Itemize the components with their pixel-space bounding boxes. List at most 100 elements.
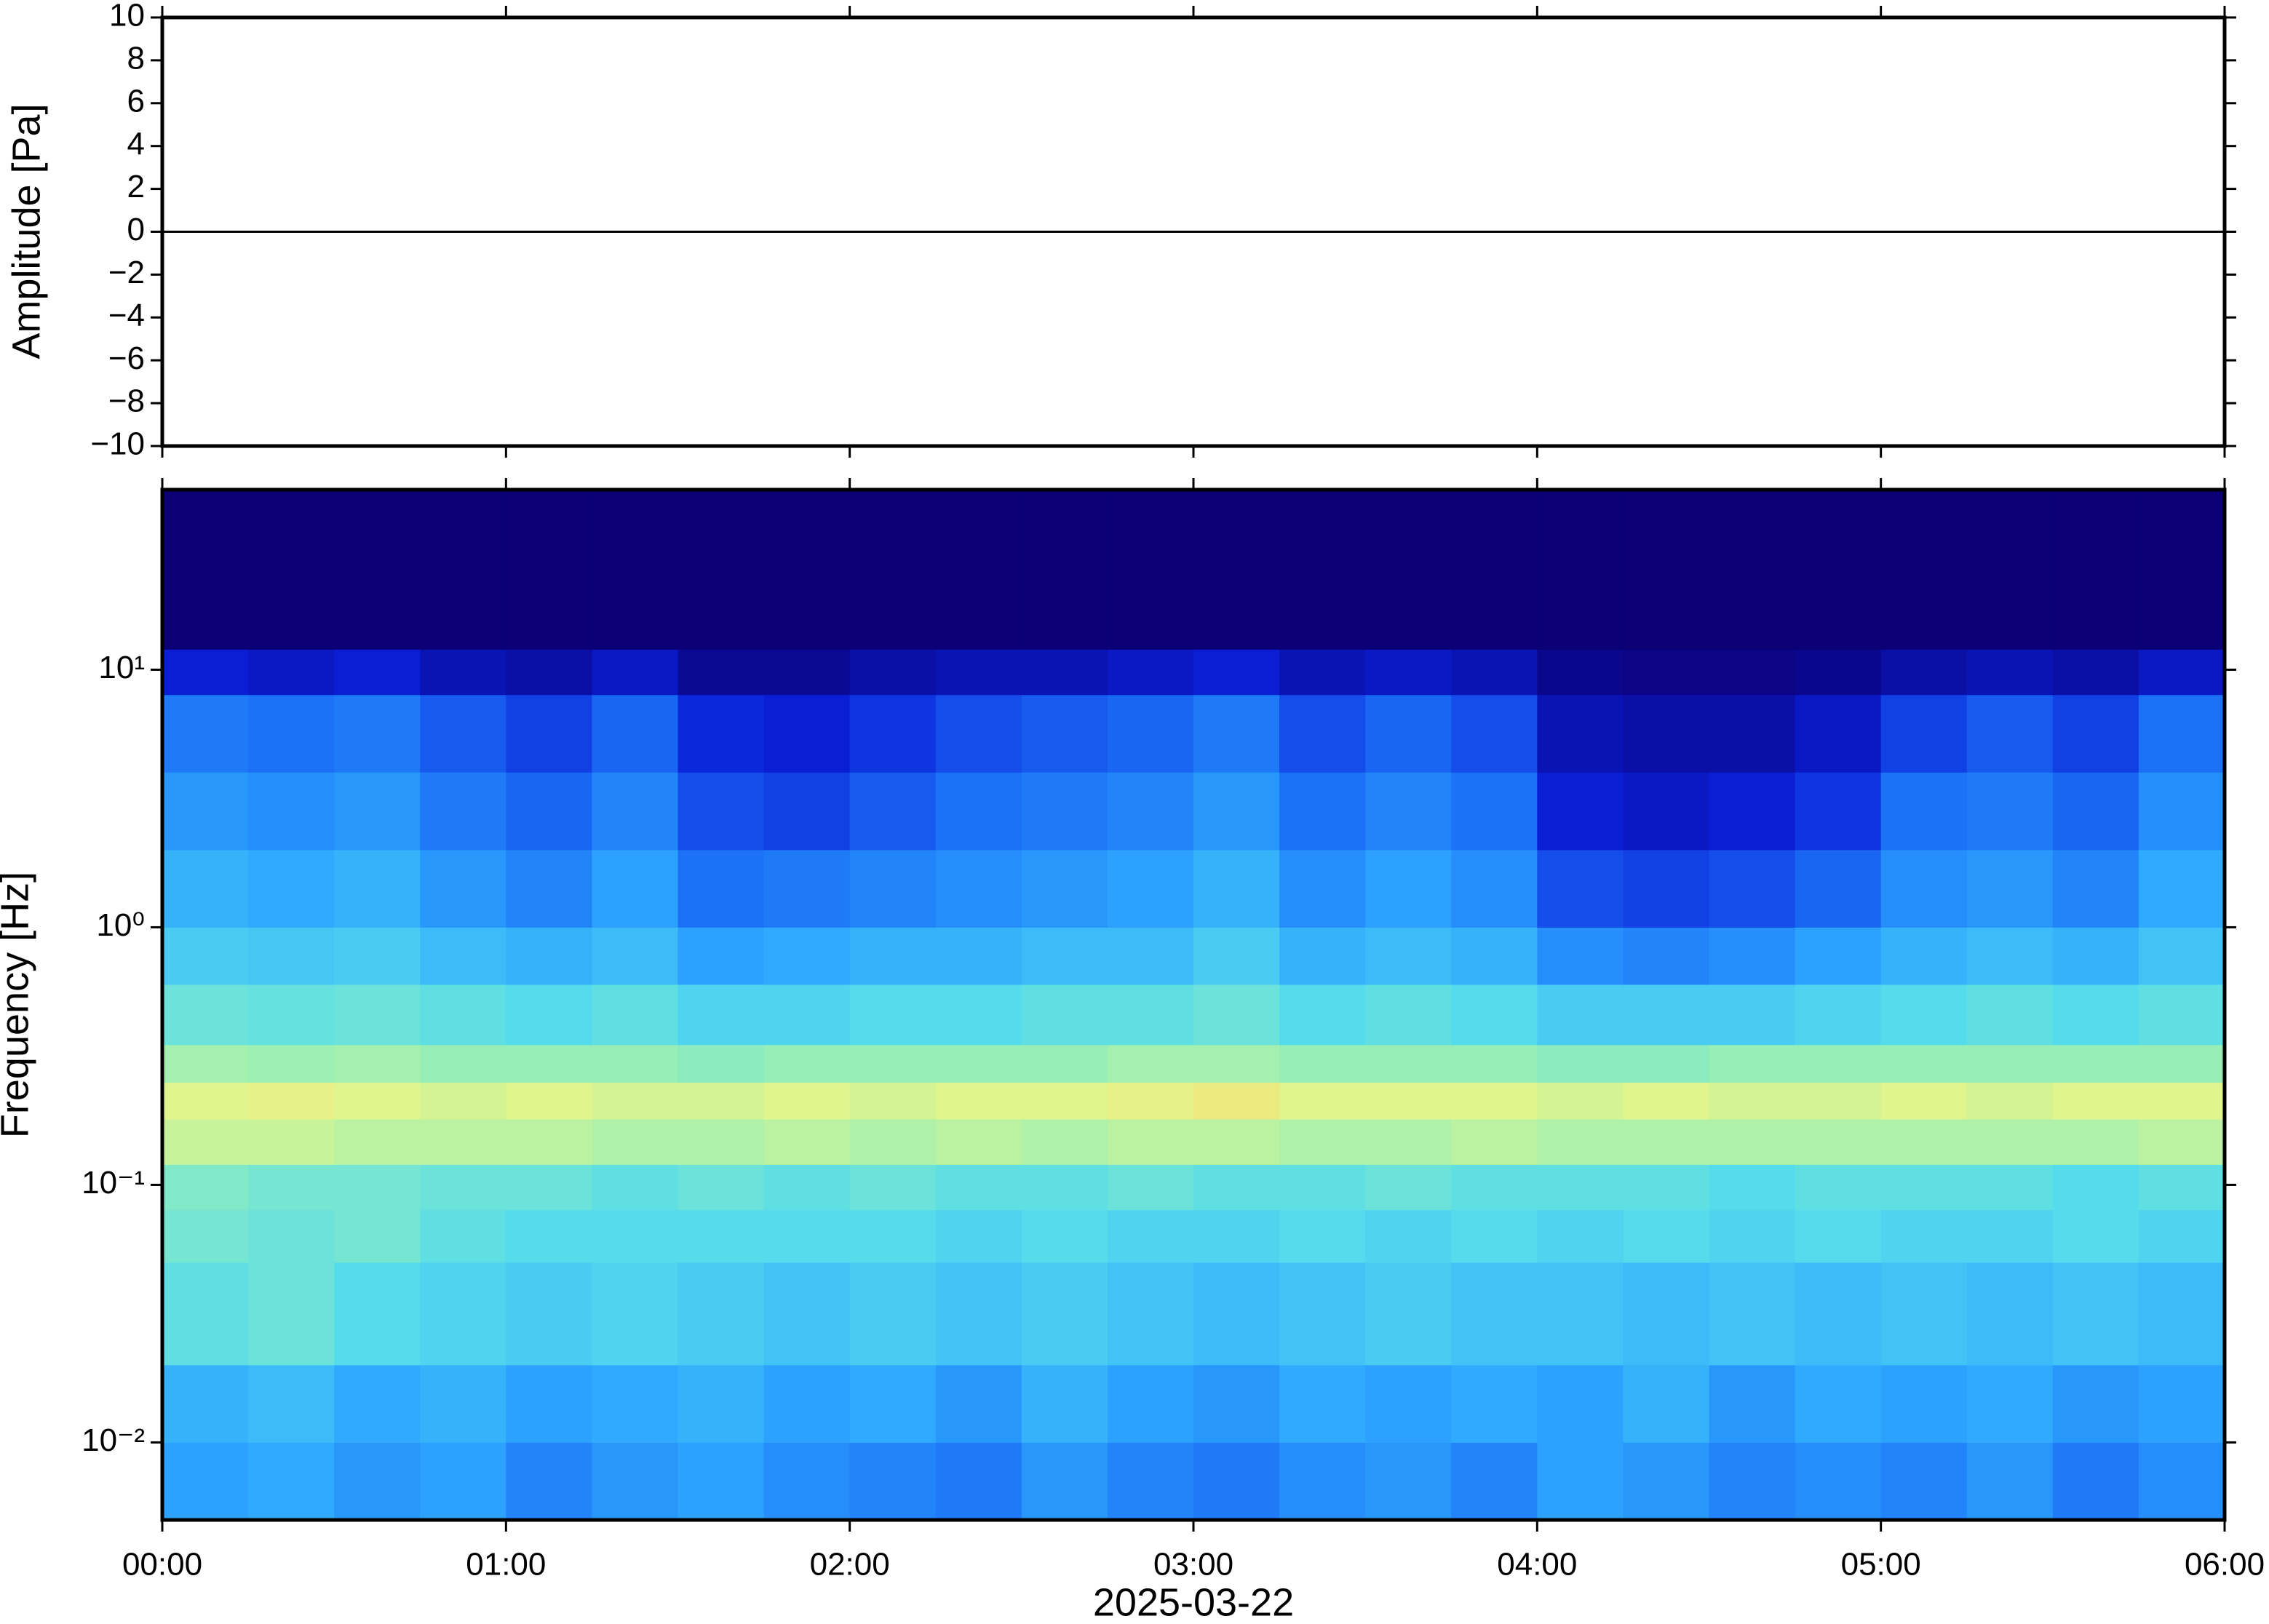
spectrogram-cell xyxy=(1365,772,1452,851)
spectrogram-cell xyxy=(506,694,592,773)
spectrogram-cell xyxy=(763,772,851,851)
spectrogram-cell xyxy=(1279,927,1366,985)
spectrogram-cell xyxy=(592,772,678,851)
spectrogram-cell xyxy=(1709,1262,1796,1366)
spectrogram-cell xyxy=(849,649,937,696)
spectrogram-cell xyxy=(1966,927,2054,985)
spectrogram-cell xyxy=(1623,1082,1709,1120)
spectrogram-cell xyxy=(849,1044,937,1083)
spectrogram-cell xyxy=(1451,1262,1538,1366)
spectrogram-cell xyxy=(677,927,765,985)
spectrogram-cell xyxy=(935,849,1022,928)
spectrogram-cell xyxy=(2052,1262,2139,1366)
spectrogram-cell xyxy=(1021,1364,1108,1443)
spectrogram-cell xyxy=(1709,984,1796,1046)
spectrogram-cell xyxy=(592,927,678,985)
spectrogram-cell xyxy=(935,984,1022,1046)
spectrogram-cell xyxy=(763,1209,851,1263)
spectrogram-cell xyxy=(935,694,1022,773)
spectrogram-cell xyxy=(1107,1364,1194,1443)
spectrogram-cell xyxy=(2052,984,2139,1046)
spectrogram-cell xyxy=(1193,490,1280,650)
spectrogram-cell xyxy=(1193,772,1280,851)
spectrogram-cell xyxy=(2052,649,2139,696)
spectrogram-cell xyxy=(1107,849,1194,928)
spectrogram-cell xyxy=(334,927,421,985)
spectrogram-cell xyxy=(1451,849,1538,928)
y-tick-label: 10¹ xyxy=(98,650,145,685)
spectrogram-cell xyxy=(1193,1082,1280,1120)
spectrogram-cell xyxy=(420,1364,506,1443)
spectrogram-cell xyxy=(506,984,592,1046)
spectrogram-cell xyxy=(1107,649,1194,696)
y-tick-label: −2 xyxy=(108,255,145,290)
spectrogram-cell xyxy=(1795,649,1882,696)
spectrogram-cell xyxy=(849,849,937,928)
spectrogram-cell xyxy=(506,1164,592,1211)
spectrogram-cell xyxy=(2138,1442,2225,1521)
spectrogram-cell xyxy=(1365,1364,1452,1443)
spectrogram-cell xyxy=(506,490,592,650)
spectrogram-cell xyxy=(1107,1209,1194,1263)
spectrogram-cell xyxy=(1107,1082,1194,1120)
spectrogram-cell xyxy=(677,1209,765,1263)
spectrogram-cell xyxy=(592,849,678,928)
spectrogram-cell xyxy=(1880,1082,1968,1120)
spectrogram-cell xyxy=(1795,1164,1882,1211)
spectrogram-cell xyxy=(1795,927,1882,985)
spectrogram-cell xyxy=(935,490,1022,650)
spectrogram-cell xyxy=(1537,1262,1624,1366)
spectrogram-cell xyxy=(1880,772,1968,851)
spectrogram-cell xyxy=(763,1082,851,1120)
spectrogram-cell xyxy=(506,1082,592,1120)
spectrogram-cell xyxy=(1709,772,1796,851)
y-tick-label: −10 xyxy=(90,426,145,462)
spectrogram-cell xyxy=(763,1044,851,1083)
spectrogram-cell xyxy=(1021,1119,1108,1165)
spectrogram-cell xyxy=(506,772,592,851)
spectrogram-cell xyxy=(1623,849,1709,928)
spectrogram-cell xyxy=(1279,1442,1366,1521)
spectrogram-cell xyxy=(1966,1119,2054,1165)
spectrogram-cell xyxy=(1880,694,1968,773)
spectrogram-cell xyxy=(1193,1262,1280,1366)
spectrogram-cell xyxy=(849,694,937,773)
y-axis-label: Amplitude [Pa] xyxy=(4,103,48,359)
spectrogram-cell xyxy=(2138,1364,2225,1443)
spectrogram-cell xyxy=(1795,1364,1882,1443)
spectrogram-cell xyxy=(248,694,335,773)
spectrogram-cell xyxy=(1880,649,1968,696)
x-axis-label: 2025-03-22 xyxy=(1093,1580,1294,1624)
spectrogram-cell xyxy=(1193,1119,1280,1165)
spectrogram-cell xyxy=(1537,849,1624,928)
spectrogram-cell xyxy=(677,649,765,696)
spectrogram-cell xyxy=(763,984,851,1046)
spectrogram-cell xyxy=(420,694,506,773)
spectrogram-cell xyxy=(420,1119,506,1165)
spectrogram-cell xyxy=(1795,1044,1882,1083)
spectrogram-cell xyxy=(248,984,335,1046)
spectrogram-cell xyxy=(763,1442,851,1521)
spectrogram-cell xyxy=(1880,984,1968,1046)
spectrogram-cell xyxy=(1451,1442,1538,1521)
spectrogram-cell xyxy=(1193,984,1280,1046)
x-tick-label: 06:00 xyxy=(2185,1547,2265,1583)
spectrogram-cell xyxy=(1795,1209,1882,1263)
spectrogram-cell xyxy=(677,490,765,650)
spectrogram-cell xyxy=(935,649,1022,696)
spectrogram-cell xyxy=(334,1164,421,1211)
spectrogram-cell xyxy=(506,1044,592,1083)
spectrogram-cell xyxy=(935,1044,1022,1083)
spectrogram-cell xyxy=(248,490,335,650)
spectrogram-cell xyxy=(1279,694,1366,773)
y-tick-label: 0 xyxy=(127,212,145,247)
y-tick-label: 10⁻² xyxy=(82,1422,145,1458)
spectrogram-cell xyxy=(1451,1364,1538,1443)
spectrogram-cell xyxy=(1966,649,2054,696)
spectrogram-cell xyxy=(763,1119,851,1165)
spectrogram-cell xyxy=(677,1442,765,1521)
spectrogram-cell xyxy=(2052,1164,2139,1211)
spectrogram-cell xyxy=(506,1262,592,1366)
spectrogram-cell xyxy=(1623,694,1709,773)
y-tick-label: 10⁰ xyxy=(96,907,145,943)
